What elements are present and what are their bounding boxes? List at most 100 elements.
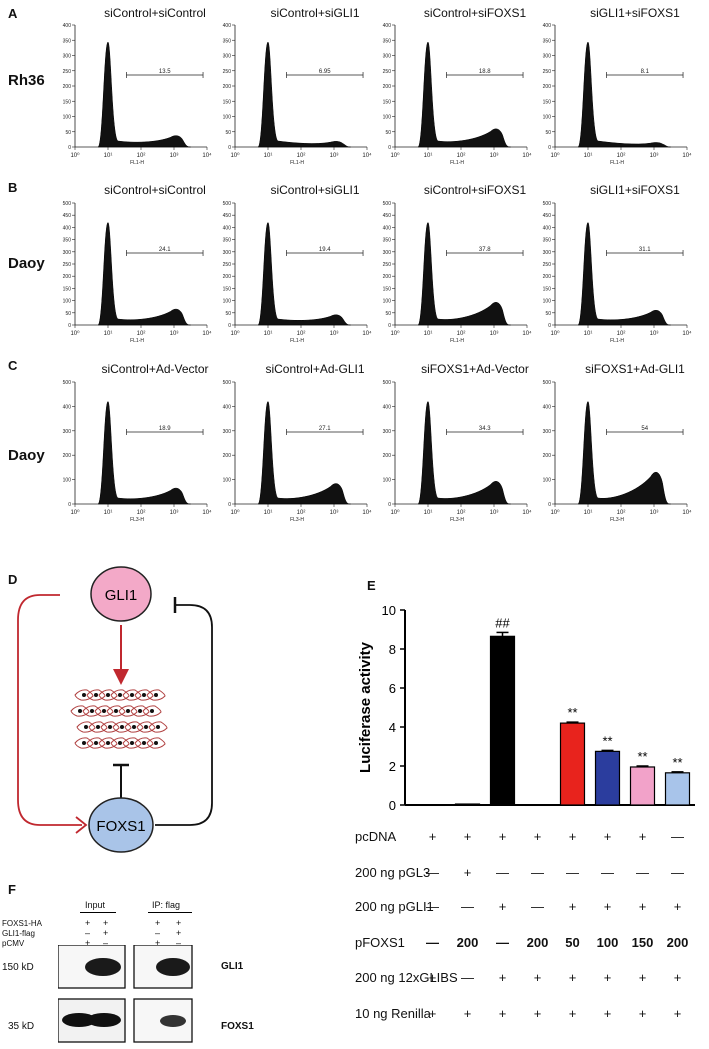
y-tick-label: 500 [63,201,72,207]
x-tick-label: 10² [617,510,626,516]
histogram-title: siFOXS1+Ad-GLI1 [585,362,685,376]
x-tick-label: 10¹ [104,510,113,516]
cell-shape [86,737,106,749]
gate-value: 54 [641,426,648,432]
y-tick-label: 500 [63,380,72,386]
x-axis-label: FL3-H [290,517,304,523]
histogram-plot: 0 50 100 150 200 250 300 350 400 450 500 10⁰ 10¹ 10² 1… [383,201,532,344]
histogram-trace [577,401,671,505]
x-tick-label: 10³ [170,153,179,159]
x-axis-label: FL1-H [610,160,624,166]
histogram-plot: 0 50 100 150 200 250 300 350 400 10⁰ 10¹ 10² 10³ 10⁴ F… [223,23,372,166]
x-tick-label: 10⁰ [230,330,240,337]
x-tick-label: 10¹ [424,153,433,159]
y-tick-label: 300 [543,429,552,435]
band-ip-gli1 [156,958,190,976]
y-tick-label: 100 [543,115,552,121]
condition-sign: + [155,918,161,928]
treatment-cell: + [498,970,507,985]
x-axis-label: FL1-H [450,160,464,166]
x-tick-label: 10² [617,153,626,159]
cell-shape [112,721,132,733]
y-tick-label: 200 [383,274,392,280]
x-tick-label: 10⁰ [550,509,560,516]
y-tick-label: 300 [63,54,72,60]
x-axis-label: FL1-H [130,338,144,344]
histogram-plot: 0 100 200 300 400 500 10⁰ 10¹ 10² 10³ 10⁴ FL3-H 54 [543,380,692,523]
treatment-cell: 150 [631,935,654,950]
bar [489,635,516,806]
x-axis-label: FL1-H [450,338,464,344]
treatment-cell: + [568,899,577,914]
histogram-title: siControl+siControl [104,6,206,20]
y-tick-label: 0 [68,145,71,151]
condition-label: GLI1-flag [2,929,35,938]
treatment-cell: + [638,1006,647,1021]
x-tick-label: 10² [137,331,146,337]
y-tick-label: 250 [543,69,552,75]
y-tick-label: 350 [543,38,552,44]
y-tick-label: 0 [388,145,391,151]
y-tick-label: 4 [389,720,396,735]
band-input-foxs1-a [62,1013,96,1027]
y-tick-label: 10 [382,603,396,618]
cell-cluster [70,689,168,749]
treatment-cell: + [638,829,647,844]
y-tick-label: 100 [223,478,232,484]
histogram-title: siControl+siGLI1 [270,183,360,197]
y-tick-label: 400 [383,23,392,29]
histogram-trace [257,41,351,148]
treatment-row-label: 200 ng pGL3 [355,865,431,880]
cell-nucleus [84,725,88,729]
treatment-cell: — [531,899,544,914]
x-tick-label: 10³ [650,153,659,159]
cell-nucleus [130,693,134,697]
x-tick-label: 10¹ [104,153,113,159]
x-tick-label: 10⁴ [522,509,532,516]
treatment-cell: + [463,865,472,880]
cell-nucleus [108,725,112,729]
cell-nucleus [130,741,134,745]
condition-sign: + [176,918,182,928]
y-tick-label: 300 [63,429,72,435]
y-tick-label: 350 [223,238,232,244]
y-tick-label: 450 [383,213,392,219]
x-axis-label: FL3-H [610,517,624,523]
treatment-cell: 200 [666,935,689,950]
x-tick-label: 10⁴ [202,509,212,516]
y-tick-label: 6 [389,681,396,696]
x-tick-label: 10³ [330,510,339,516]
y-tick-label: 150 [383,286,392,292]
gate-value: 18.9 [159,426,171,432]
panel-label-c: C [8,358,18,373]
y-tick-label: 150 [223,99,232,105]
y-tick-label: 450 [223,213,232,219]
significance-marker: ## [495,615,510,630]
panel-label-f: F [8,882,16,897]
histogram-trace [577,222,671,326]
y-tick-label: 200 [63,453,72,459]
y-tick-label: 400 [543,23,552,29]
y-tick-label: 200 [543,84,552,90]
histogram-plot: 0 50 100 150 200 250 300 350 400 450 500 10⁰ 10¹ 10² 1… [223,201,372,344]
panel-label-d: D [8,572,18,587]
x-tick-label: 10³ [170,331,179,337]
cell-shape [86,689,106,701]
y-tick-label: 350 [63,238,72,244]
x-tick-label: 10⁴ [522,152,532,159]
y-tick-label: 50 [225,130,231,136]
cell-nucleus [106,741,110,745]
x-tick-label: 10² [297,331,306,337]
y-tick-label: 150 [63,99,72,105]
cell-shape [124,721,144,733]
y-tick-label: 100 [383,478,392,484]
treatment-cell: + [603,1006,612,1021]
x-axis-label: FL1-H [610,338,624,344]
cell-shape [106,705,126,717]
cell-shape [110,737,130,749]
y-tick-label: 200 [543,453,552,459]
treatment-cell: + [638,899,647,914]
treatment-cell: — [461,970,474,985]
y-tick-label: 400 [383,225,392,231]
marker-35kd: 35 kD [8,1021,35,1032]
